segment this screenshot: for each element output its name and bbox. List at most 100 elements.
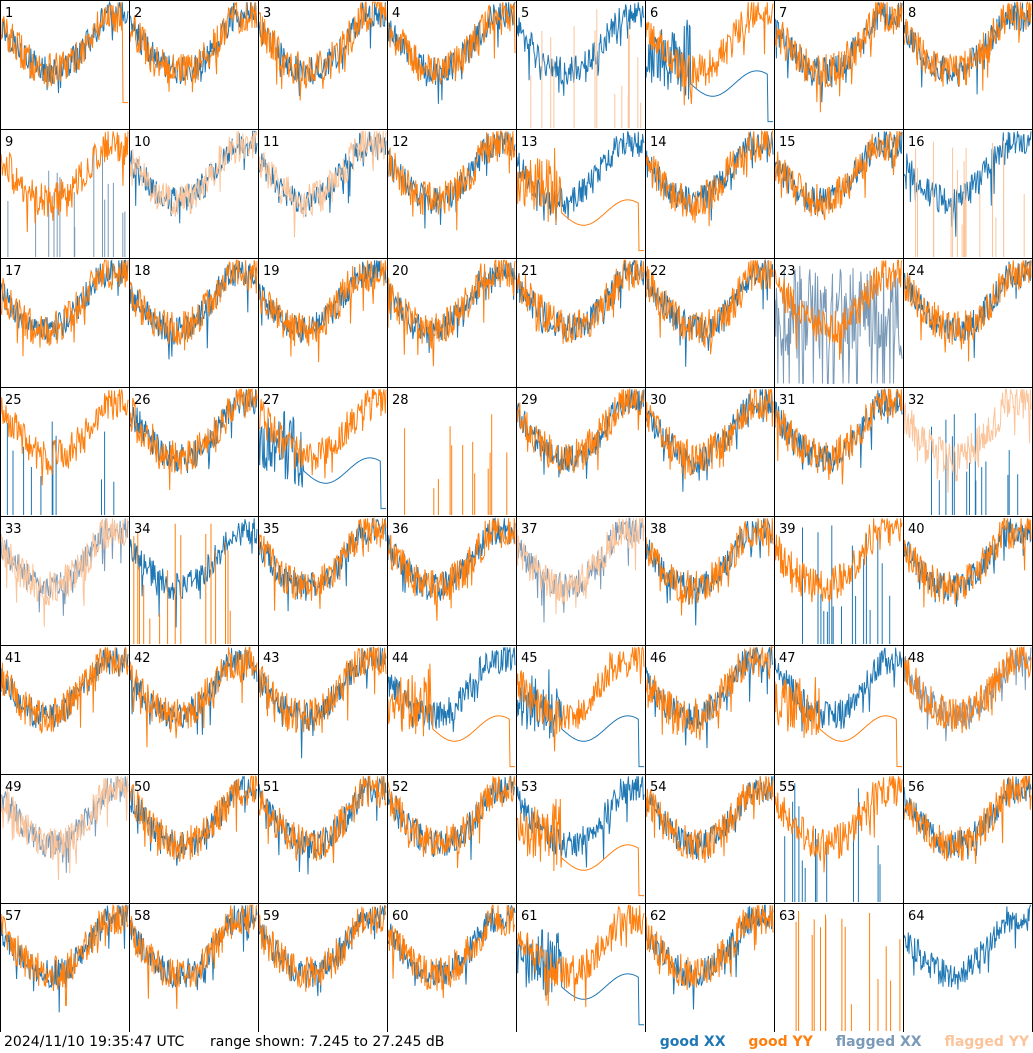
panel-16-xx-line (903, 131, 1032, 237)
panel-42-label: 42 (134, 651, 151, 666)
panel-18: 18 (129, 258, 259, 388)
panel-4: 4 (387, 0, 517, 130)
panel-31-label: 31 (779, 393, 796, 408)
panel-59: 59 (258, 903, 388, 1032)
panel-60-yy-line (387, 904, 515, 999)
panel-36-yy-line (387, 518, 516, 621)
panel-64-xx-line (903, 904, 1031, 990)
panel-5-xx-line (516, 2, 645, 96)
panel-26: 26 (129, 387, 259, 517)
panel-47-yy-line (774, 677, 902, 768)
panel-36: 36 (387, 516, 517, 646)
panel-39: 39 (774, 516, 904, 646)
panel-41-label: 41 (5, 651, 22, 666)
panel-20-yy-line (387, 259, 516, 367)
panel-57: 57 (0, 903, 130, 1032)
panel-43-yy-line (258, 646, 387, 733)
panel-46-label: 46 (650, 651, 667, 666)
panel-25: 25 (0, 387, 130, 517)
panel-62-yy-line (645, 905, 774, 991)
legend-good-yy: good YY (748, 1034, 813, 1050)
panel-3-label: 3 (263, 6, 271, 21)
panel-34: 34 (129, 516, 259, 646)
panel-26-yy-line (129, 387, 258, 491)
panel-34-xx-line (129, 518, 258, 628)
panel-6-label: 6 (650, 6, 658, 21)
panel-55-yy-line (774, 776, 903, 873)
panel-20-label: 20 (392, 264, 409, 279)
panel-14-yy-line (645, 129, 774, 227)
panel-43-label: 43 (263, 651, 280, 666)
panel-38-label: 38 (650, 522, 667, 537)
panel-25-label: 25 (5, 393, 22, 408)
panel-53-label: 53 (521, 780, 538, 795)
panel-58-yy-line (129, 904, 258, 1009)
panel-21-label: 21 (521, 264, 538, 279)
panel-61-xx-line (516, 929, 644, 1026)
panel-15-yy-line (774, 130, 903, 221)
panel-32: 32 (903, 387, 1033, 517)
panel-9-yy-line (0, 131, 129, 233)
panel-44-label: 44 (392, 651, 409, 666)
panel-8-label: 8 (908, 6, 916, 21)
panel-22-yy-line (645, 260, 774, 355)
panel-25-xx-line (6, 421, 115, 515)
panel-1-label: 1 (5, 6, 13, 21)
panel-38-xx-line (645, 518, 774, 626)
panel-60-label: 60 (392, 909, 409, 924)
panel-40-label: 40 (908, 522, 925, 537)
panel-50: 50 (129, 774, 259, 904)
range-text: range shown: 7.245 to 27.245 dB (210, 1034, 445, 1050)
panel-11-yy-line (258, 130, 387, 238)
legend-good-xx: good XX (659, 1034, 726, 1050)
panel-2: 2 (129, 0, 259, 130)
panel-15-label: 15 (779, 135, 796, 150)
panel-5: 5 (516, 0, 646, 130)
panel-49-yy-line (0, 776, 129, 881)
footer: 2024/11/10 19:35:47 UTC range shown: 7.2… (0, 1032, 1033, 1053)
panel-5-yy-line (530, 9, 642, 128)
panel-11-label: 11 (263, 135, 280, 150)
panel-58: 58 (129, 903, 259, 1032)
panel-3-yy-line (258, 1, 387, 101)
panel-27-xx-line (258, 410, 386, 510)
panel-30-label: 30 (650, 393, 667, 408)
panel-31: 31 (774, 387, 904, 517)
panel-51-label: 51 (263, 780, 280, 795)
panel-6-xx-line (645, 19, 773, 123)
panel-27-label: 27 (263, 393, 280, 408)
panel-30-yy-line (645, 389, 774, 480)
panel-48-label: 48 (908, 651, 925, 666)
panel-52-yy-line (387, 776, 516, 869)
panel-56-yy-line (903, 775, 1032, 865)
panel-41-yy-line (0, 647, 129, 735)
panel-4-yy-line (387, 2, 516, 85)
panel-21-yy-line (516, 259, 645, 344)
panel-47-label: 47 (779, 651, 796, 666)
panel-17-label: 17 (5, 264, 22, 279)
panel-5-label: 5 (521, 6, 529, 21)
panel-28: 28 (387, 387, 517, 517)
panel-39-xx-line (802, 525, 891, 644)
panel-7: 7 (774, 0, 904, 130)
panel-9: 9 (0, 129, 130, 259)
panel-48: 48 (903, 645, 1033, 775)
panel-32-xx-line (931, 413, 1019, 515)
panel-2-label: 2 (134, 6, 142, 21)
panel-32-label: 32 (908, 393, 925, 408)
panel-7-yy-line (774, 2, 903, 113)
panel-63-yy-line (795, 911, 901, 1031)
panel-54-label: 54 (650, 780, 667, 795)
panel-59-yy-line (258, 905, 387, 992)
panel-45: 45 (516, 645, 646, 775)
panel-35-label: 35 (263, 522, 280, 537)
panel-27: 27 (258, 387, 388, 517)
panel-55-xx-line (784, 783, 881, 902)
panel-4-label: 4 (392, 6, 400, 21)
panel-18-yy-line (129, 259, 258, 351)
panel-37-label: 37 (521, 522, 538, 537)
panel-29-yy-line (516, 387, 645, 474)
panel-24-yy-line (903, 260, 1032, 362)
panel-10-label: 10 (134, 135, 151, 150)
panel-22-label: 22 (650, 264, 667, 279)
